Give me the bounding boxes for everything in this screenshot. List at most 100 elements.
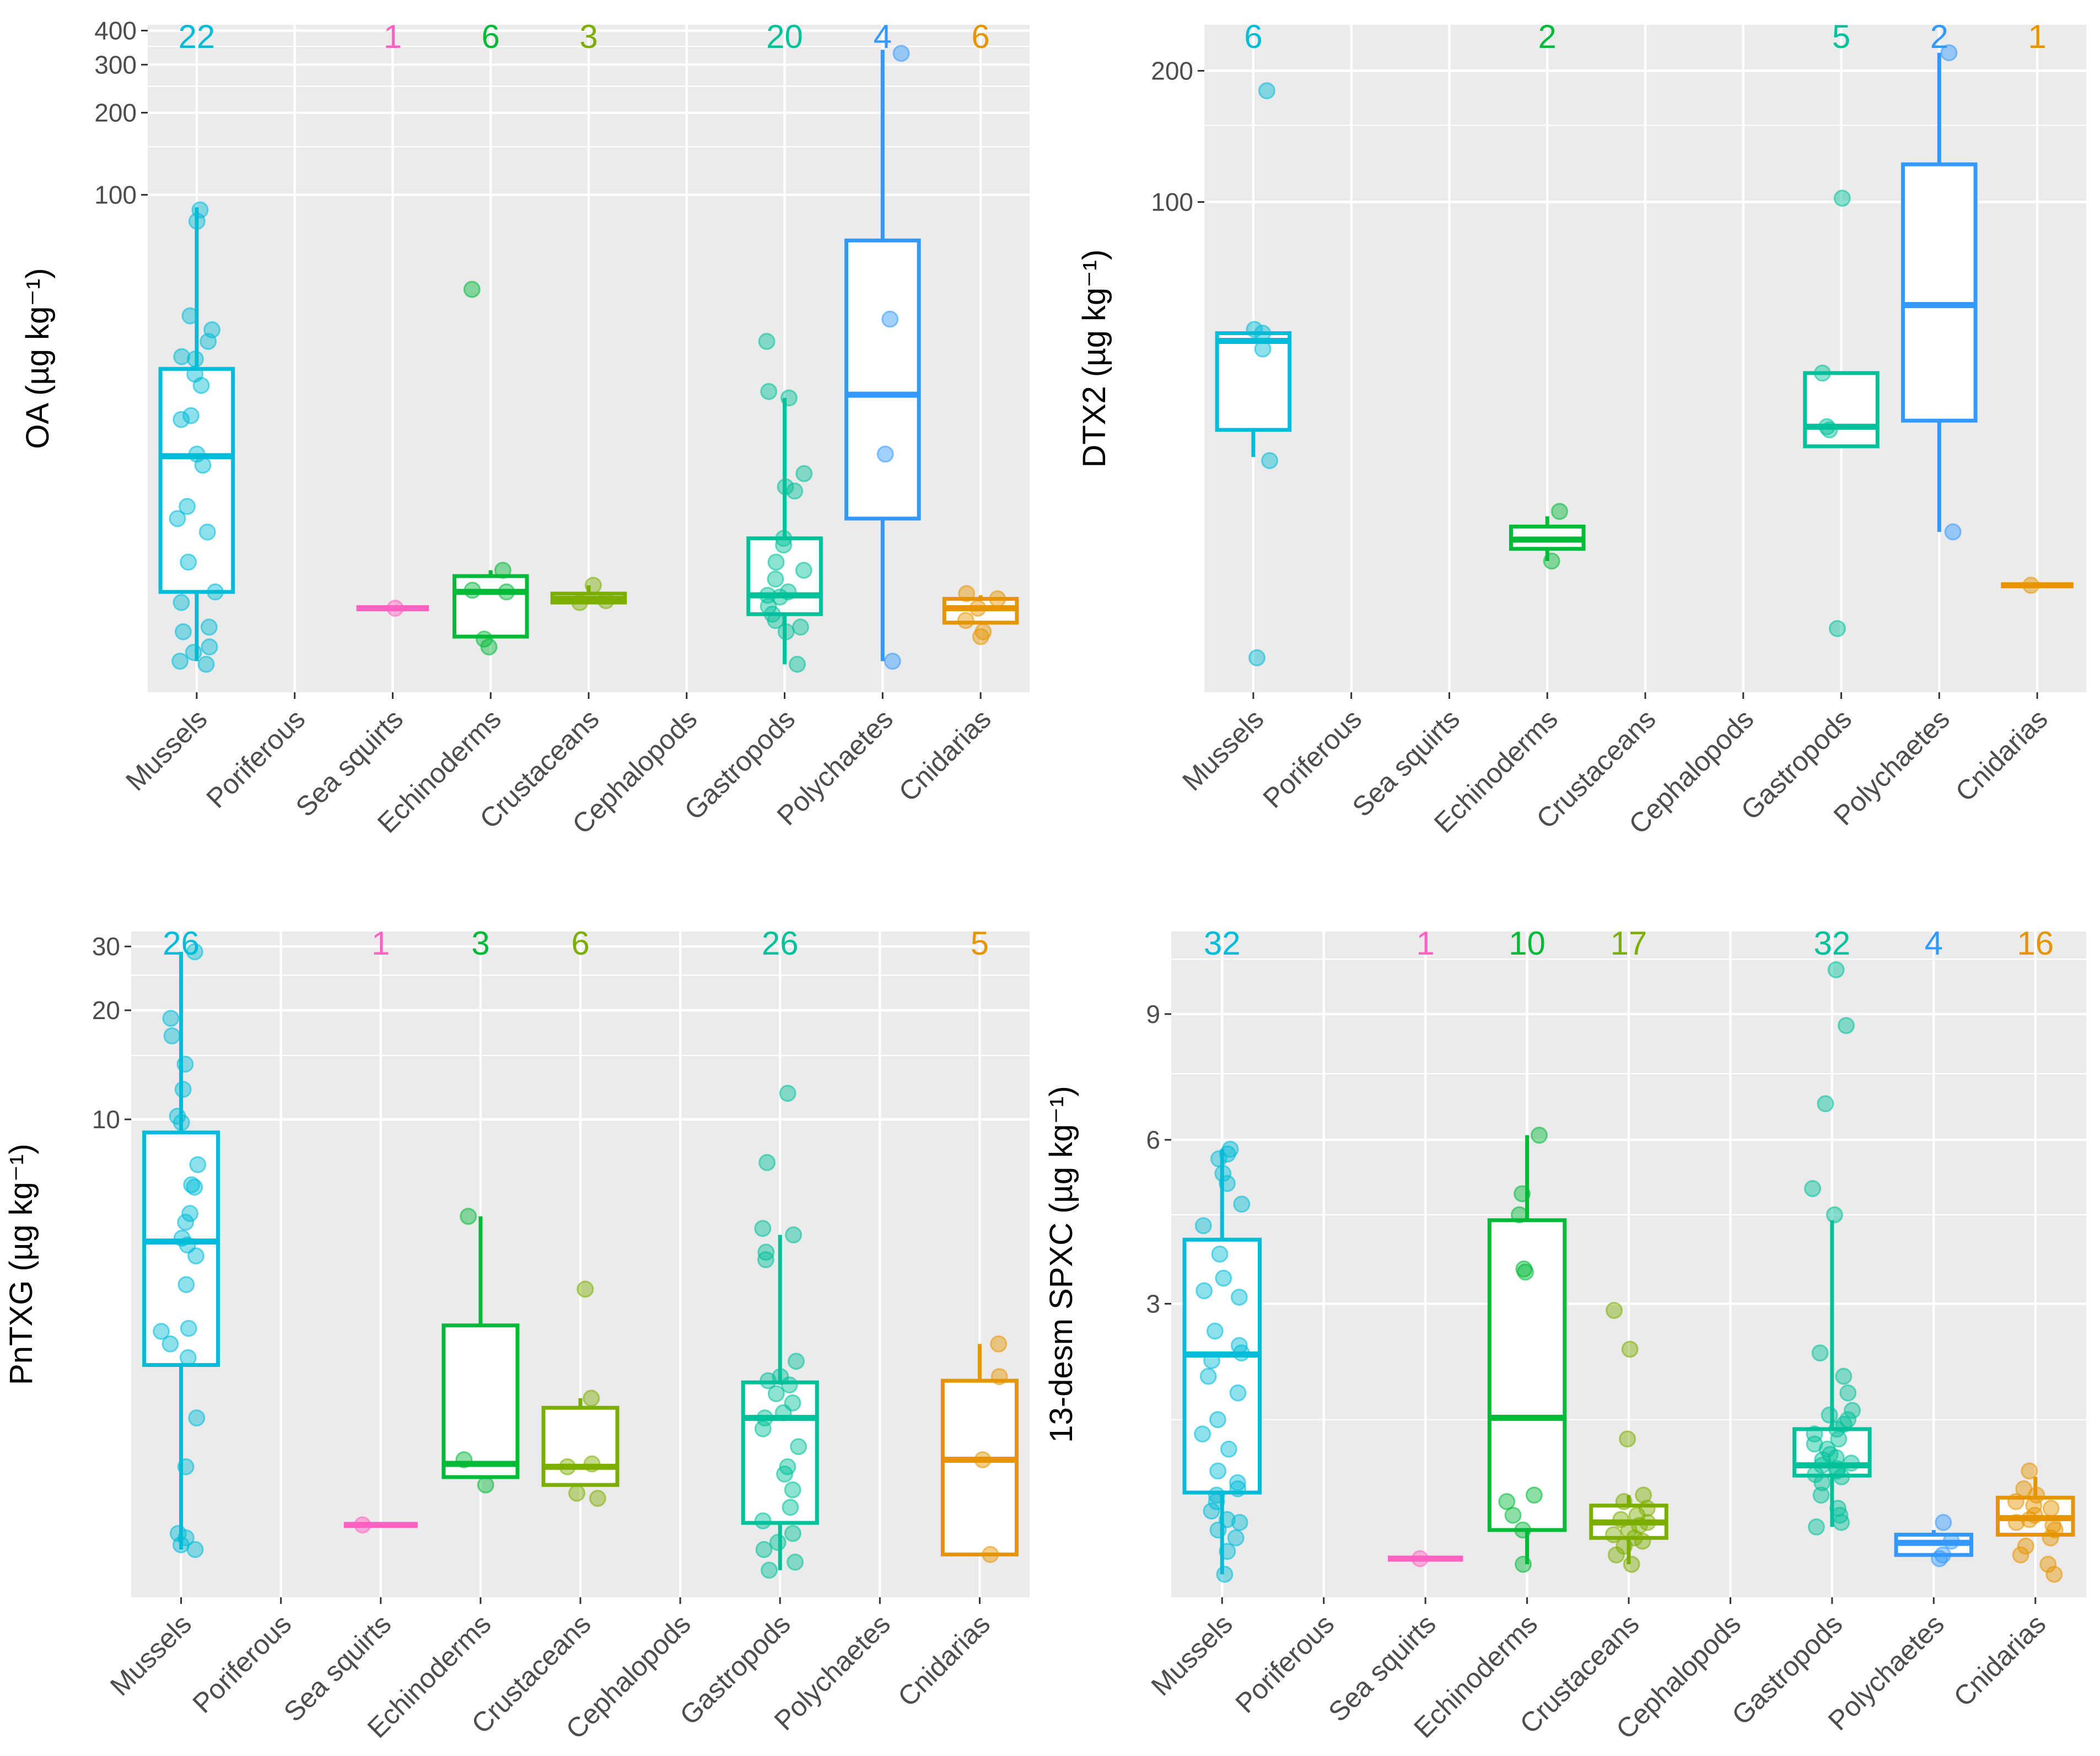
data-point — [876, 445, 894, 463]
sample-count-echinoderms: 10 — [1509, 925, 1546, 962]
data-point — [180, 1319, 197, 1337]
y-tick-label: 6 — [1146, 1125, 1160, 1154]
data-point — [1514, 1185, 1531, 1203]
data-point — [477, 1476, 494, 1494]
data-point — [180, 553, 197, 571]
data-point — [779, 1085, 796, 1102]
data-point — [1203, 1352, 1220, 1370]
data-point — [163, 1027, 181, 1044]
series-gastropods — [741, 1085, 819, 1579]
data-point — [782, 1499, 799, 1516]
series-echinoderms — [1509, 503, 1586, 570]
data-point — [200, 618, 218, 636]
data-point — [1839, 1384, 1857, 1402]
data-point — [188, 1409, 206, 1427]
data-point — [982, 1545, 999, 1563]
data-point — [779, 583, 797, 601]
y-axis-variable: 13-desm SPXC — [1043, 1214, 1079, 1443]
data-point — [169, 1525, 187, 1542]
data-point — [1605, 1301, 1623, 1319]
series-echinoderms — [1487, 1127, 1567, 1573]
data-point — [884, 653, 901, 670]
data-point — [1818, 418, 1835, 435]
data-point — [772, 1368, 789, 1386]
data-point — [177, 1276, 195, 1294]
series-echinoderms — [441, 1208, 520, 1494]
data-point — [1215, 1269, 1232, 1287]
data-point — [161, 1335, 179, 1353]
data-point — [1206, 1322, 1224, 1340]
iqr-box — [1901, 162, 1978, 423]
data-point — [1230, 1337, 1248, 1354]
data-point — [177, 1458, 195, 1475]
data-point — [1194, 1217, 1212, 1235]
data-point — [784, 1394, 801, 1412]
data-point — [754, 1220, 772, 1237]
data-point — [177, 1214, 195, 1231]
x-category-label-cnidarias: Cnidarias — [892, 1608, 996, 1712]
series-mussels — [1182, 1140, 1262, 1583]
data-point — [1208, 1486, 1225, 1504]
data-point — [990, 1368, 1008, 1386]
series-crustaceans — [550, 577, 627, 611]
data-point — [583, 1389, 600, 1407]
data-point — [2017, 1537, 2034, 1555]
iqr-box — [1215, 331, 1292, 432]
sample-count-polychaetes: 4 — [874, 18, 892, 55]
y-axis-variable: DTX2 — [1076, 377, 1112, 467]
series-mussels — [158, 201, 235, 673]
data-point — [881, 310, 899, 328]
data-point — [958, 585, 976, 602]
y-axis-title: 13-desm SPXC (µg kg⁻¹) — [1043, 1086, 1079, 1442]
data-point — [989, 590, 1006, 608]
series-polychaetes — [844, 45, 921, 670]
x-category-label-mussels: Mussels — [104, 1608, 197, 1701]
data-point — [189, 1156, 207, 1173]
sample-count-cnidarias: 5 — [971, 925, 989, 962]
data-point — [787, 1553, 804, 1571]
data-point — [354, 1516, 371, 1534]
sample-count-echinoderms: 6 — [482, 18, 500, 55]
data-point — [1525, 1486, 1543, 1504]
data-point — [589, 1490, 606, 1507]
x-category-label-mussels: Mussels — [1145, 1608, 1239, 1701]
data-point — [1833, 190, 1851, 207]
data-point — [2015, 1480, 2033, 1498]
y-tick-label: 400 — [94, 16, 137, 45]
data-point — [1621, 1340, 1639, 1358]
data-point — [1806, 1425, 1823, 1443]
data-point — [1194, 1425, 1211, 1443]
data-point — [1835, 1367, 1853, 1385]
data-point — [203, 321, 221, 338]
data-point — [1812, 1486, 1830, 1504]
data-point — [1504, 1506, 1522, 1524]
x-category-label-cnidarias: Cnidarias — [1948, 1608, 2052, 1712]
data-point — [1209, 1411, 1226, 1429]
data-point — [162, 1010, 180, 1027]
data-point — [173, 594, 190, 611]
data-point — [179, 498, 196, 515]
data-point — [1196, 1282, 1213, 1300]
series-mussels — [142, 943, 220, 1558]
series-sea-squirts — [356, 599, 429, 617]
data-point — [1543, 552, 1560, 570]
panel-13-desm-spxc: 3 6 9 13-desm SPXC (µg kg⁻¹) MusselsPorifero… — [1043, 925, 2086, 1745]
data-point — [173, 1230, 191, 1247]
data-point — [169, 510, 186, 527]
data-point — [2039, 1555, 2057, 1573]
series-polychaetes — [1894, 1513, 1974, 1568]
data-point — [777, 478, 794, 495]
data-point — [779, 1458, 796, 1475]
data-point — [2021, 1462, 2038, 1480]
data-point — [1254, 325, 1272, 342]
data-point — [181, 307, 199, 325]
data-point — [2025, 1497, 2043, 1515]
data-point — [1612, 1511, 1630, 1528]
y-axis-title: PnTXG (µg kg⁻¹) — [3, 1144, 39, 1385]
data-point — [1829, 620, 1846, 637]
iqr-box — [741, 1380, 819, 1525]
data-point — [892, 45, 910, 62]
